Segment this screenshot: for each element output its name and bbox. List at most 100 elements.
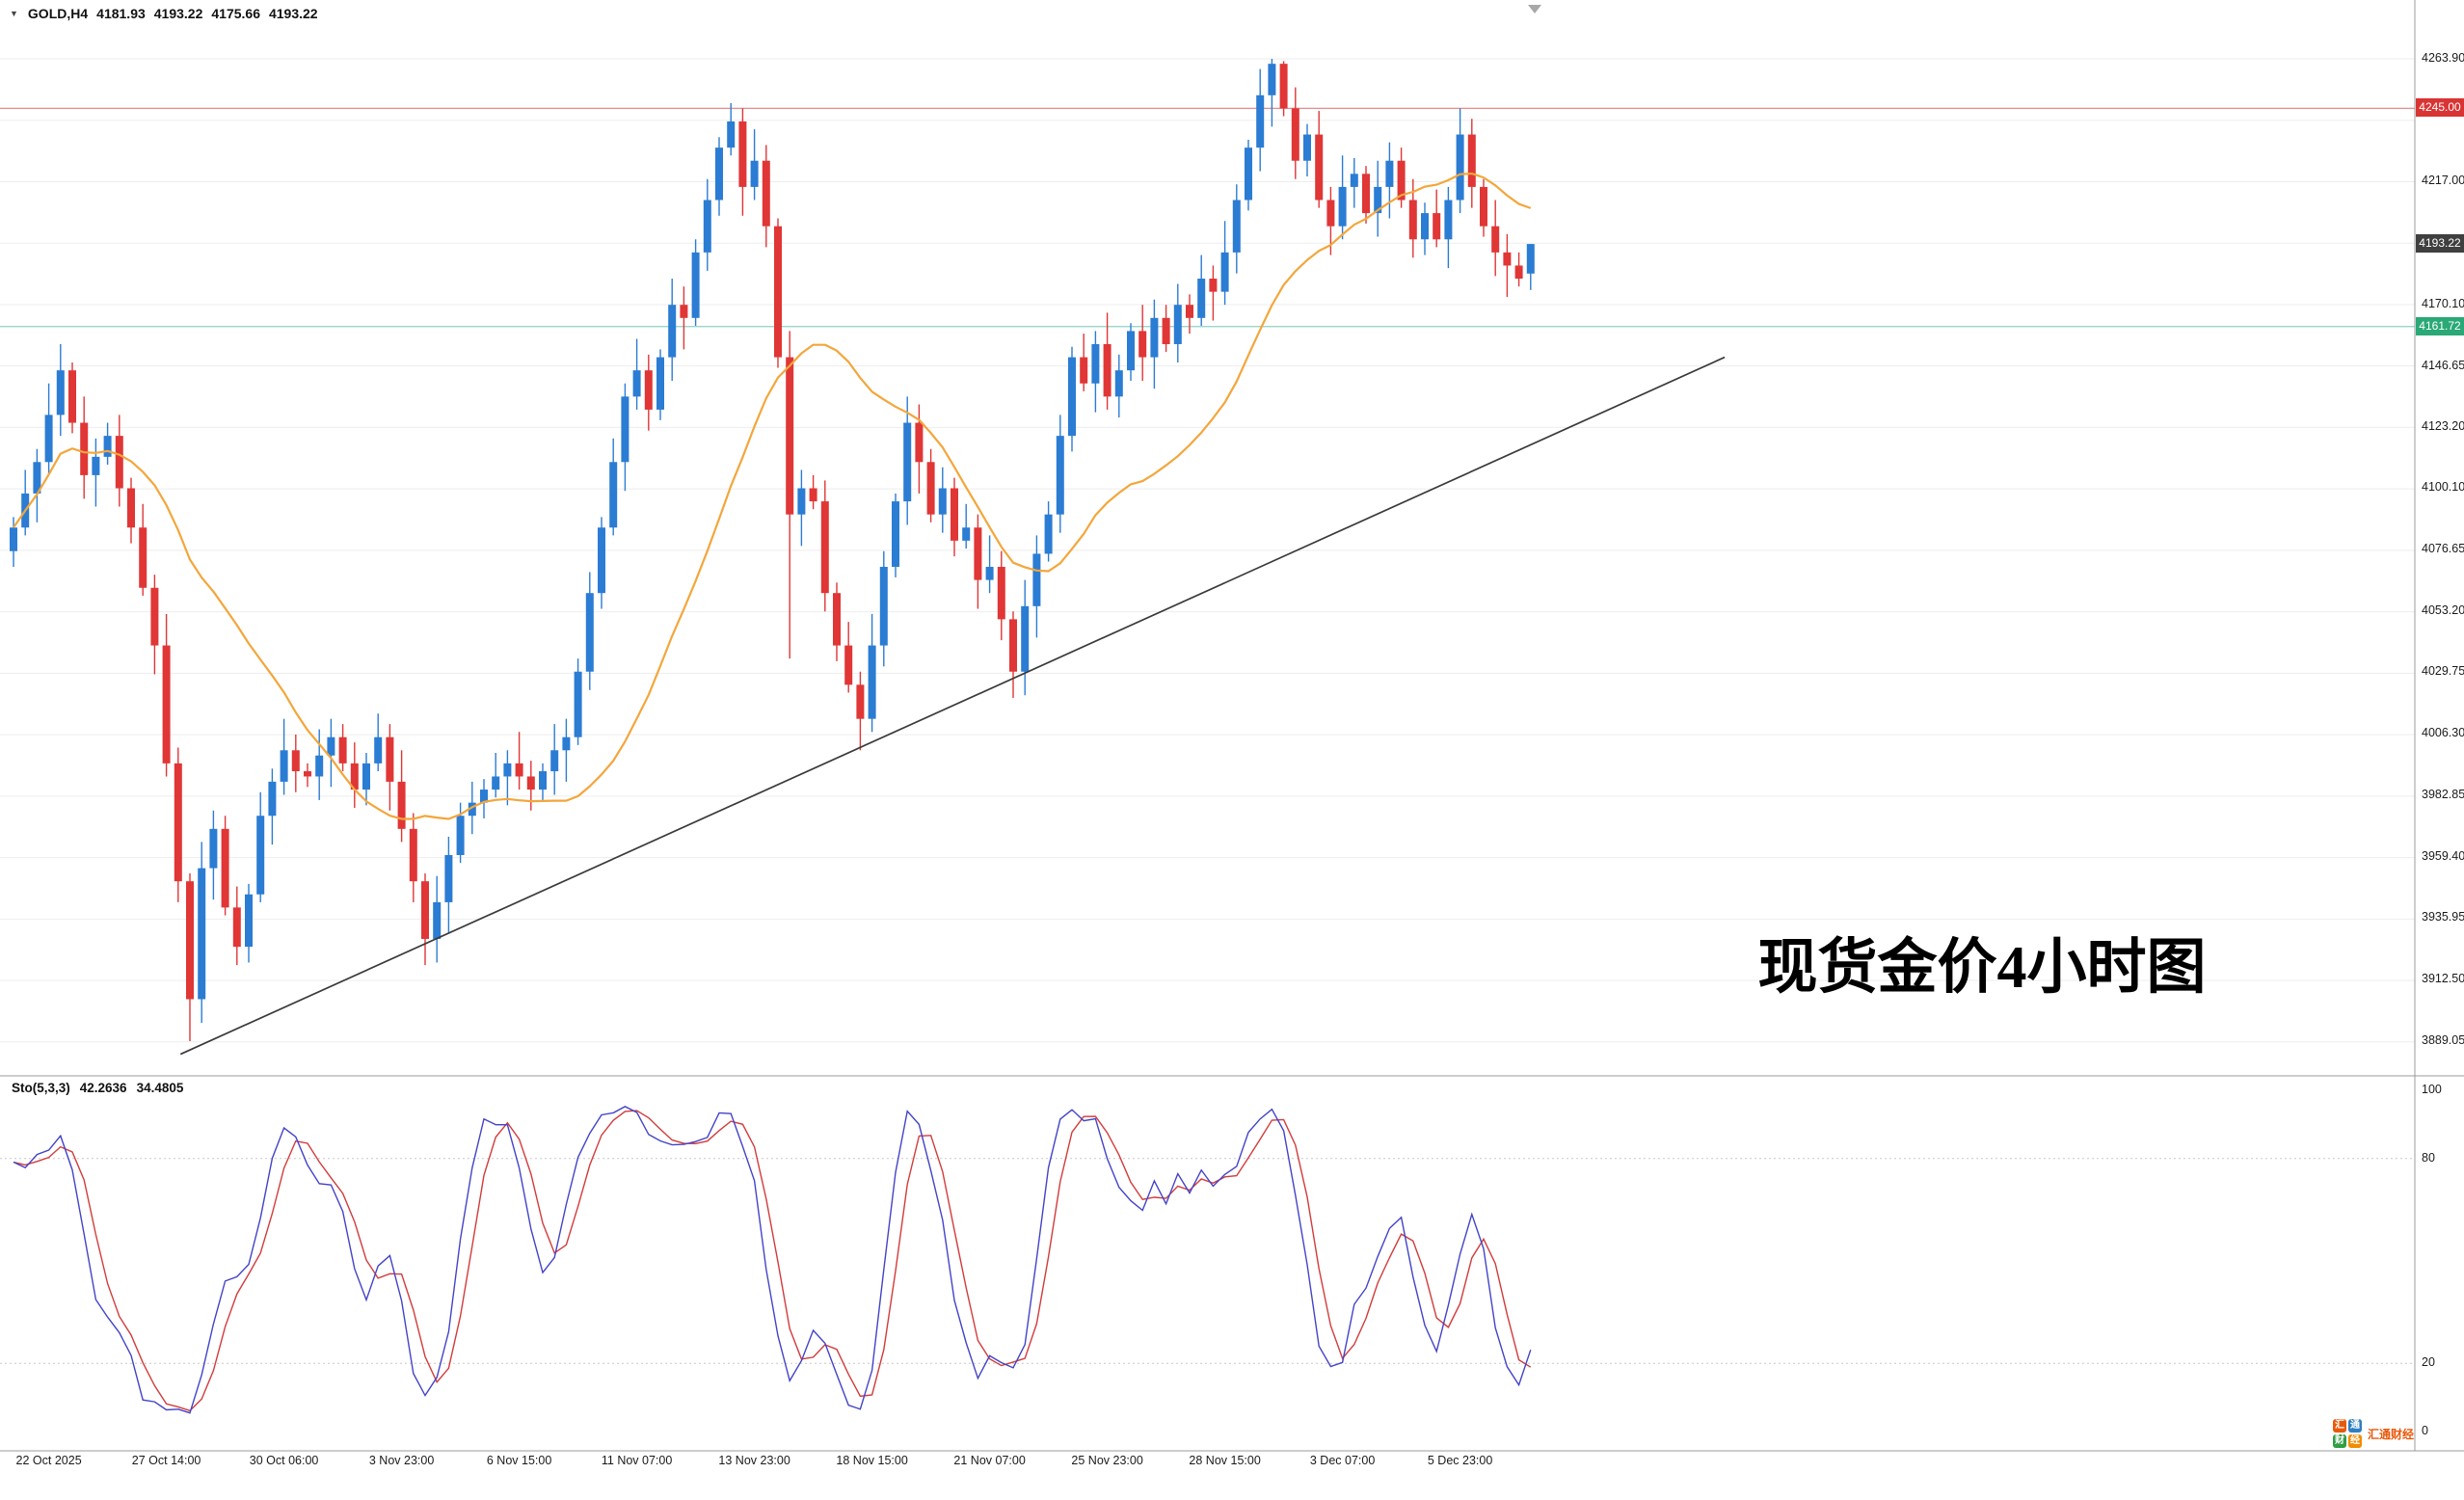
candle-body xyxy=(68,370,76,423)
time-axis-label: 25 Nov 23:00 xyxy=(1071,1454,1143,1467)
candle-body xyxy=(1138,331,1147,358)
price-axis-label: 4100.10 xyxy=(2422,480,2464,495)
candle-body xyxy=(598,527,605,594)
candle-body xyxy=(820,501,829,594)
candle-body xyxy=(844,645,853,685)
candle-body xyxy=(1374,186,1382,214)
candle-body xyxy=(1433,213,1441,240)
candle-body xyxy=(1091,343,1100,384)
candle-body xyxy=(562,737,571,751)
candle-body xyxy=(786,357,794,515)
candle-body xyxy=(526,776,535,790)
candle-body xyxy=(1173,305,1182,344)
moving-average-line[interactable] xyxy=(13,172,1532,820)
candle-body xyxy=(115,436,123,489)
candle-body xyxy=(1103,343,1111,397)
price-axis-label: 4217.00 xyxy=(2422,174,2464,188)
sto-scale-100: 100 xyxy=(2422,1083,2442,1096)
price-axis-label: 4123.20 xyxy=(2422,419,2464,434)
candle-body xyxy=(644,370,653,410)
candle-body xyxy=(1209,279,1218,292)
price-axis-label: 4029.75 xyxy=(2422,664,2464,679)
candle-body xyxy=(774,226,782,358)
candle-body xyxy=(1467,134,1476,187)
candle-body xyxy=(1385,160,1394,187)
chart-shift-marker[interactable] xyxy=(1528,5,1541,13)
sto-signal-line[interactable] xyxy=(13,1110,1532,1412)
candle-body xyxy=(1503,252,1512,266)
candle-body xyxy=(1291,108,1299,161)
candle-body xyxy=(92,456,100,475)
time-axis-label: 3 Nov 23:00 xyxy=(368,1454,435,1467)
candle-body xyxy=(139,527,147,588)
candle-body xyxy=(621,396,629,463)
candle-body xyxy=(338,737,347,763)
time-axis-label: 21 Nov 07:00 xyxy=(953,1454,1026,1467)
time-axis-label: 28 Nov 15:00 xyxy=(1189,1454,1261,1467)
candle-body xyxy=(833,593,841,646)
sto-main-line[interactable] xyxy=(13,1106,1532,1414)
candle-body xyxy=(1362,174,1370,214)
candle-body xyxy=(327,737,335,756)
dropdown-icon[interactable]: ▼ xyxy=(10,9,18,18)
candle-body xyxy=(539,771,547,790)
candle-body xyxy=(892,501,899,568)
candle-body xyxy=(1127,331,1135,371)
candle-body xyxy=(974,527,982,580)
candle-body xyxy=(1456,134,1464,201)
candle-body xyxy=(280,750,288,782)
price-axis-label: 3959.40 xyxy=(2422,848,2464,863)
candle-body xyxy=(103,436,112,457)
candle-body xyxy=(1268,64,1276,95)
candle-body xyxy=(962,527,971,541)
candle-body xyxy=(150,587,159,646)
candle-body xyxy=(480,790,488,803)
candle-body xyxy=(1514,265,1523,280)
price-axis-label: 4170.10 xyxy=(2422,296,2464,310)
candle-body xyxy=(1150,317,1159,358)
candle-body xyxy=(727,121,736,148)
candle-body xyxy=(256,816,265,895)
candle-body xyxy=(1114,370,1123,397)
watermark-tile: 财 xyxy=(2333,1434,2346,1448)
sto-scale-0: 0 xyxy=(2422,1424,2428,1437)
candle-body xyxy=(879,567,888,646)
candle-body xyxy=(33,462,41,494)
candle-body xyxy=(762,160,770,227)
current-price-badge: 4193.22 xyxy=(2416,234,2464,254)
candle-body xyxy=(1315,134,1324,201)
candle-body xyxy=(1056,436,1064,515)
time-axis-label: 30 Oct 06:00 xyxy=(249,1454,319,1467)
candle-body xyxy=(1491,226,1500,253)
resistance-price-badge: 4245.00 xyxy=(2416,98,2464,118)
candle-body xyxy=(468,802,476,817)
candle-body xyxy=(1338,186,1347,227)
sto-scale-80: 80 xyxy=(2422,1151,2435,1165)
grid-group xyxy=(0,58,2415,1043)
low-value: 4175.66 xyxy=(211,6,260,21)
candle-body xyxy=(1068,357,1076,437)
candle-body xyxy=(1232,200,1241,253)
candle-body xyxy=(1009,619,1017,672)
candle-body xyxy=(1032,553,1041,606)
price-axis-label: 4146.65 xyxy=(2422,358,2464,372)
candle-body xyxy=(1256,94,1265,148)
time-axis-label: 27 Oct 14:00 xyxy=(131,1454,201,1467)
time-axis-label: 18 Nov 15:00 xyxy=(836,1454,908,1467)
candle-body xyxy=(868,645,876,719)
price-axis-label: 4006.30 xyxy=(2422,726,2464,740)
time-axis-label: 5 Dec 23:00 xyxy=(1427,1454,1493,1467)
price-axis-label: 4076.65 xyxy=(2422,541,2464,555)
watermark-tile: 通 xyxy=(2348,1419,2362,1433)
candle-body xyxy=(1197,279,1206,318)
ascending-trendline[interactable] xyxy=(179,356,1726,1056)
candle-body xyxy=(1480,186,1487,227)
high-value: 4193.22 xyxy=(153,6,203,21)
candle-body xyxy=(232,907,241,948)
candle-body xyxy=(186,881,194,1000)
candle-body xyxy=(797,488,806,515)
watermark-text: 汇通财经 xyxy=(2368,1427,2415,1441)
candle-body xyxy=(198,868,206,1000)
candle-body xyxy=(1421,213,1429,240)
